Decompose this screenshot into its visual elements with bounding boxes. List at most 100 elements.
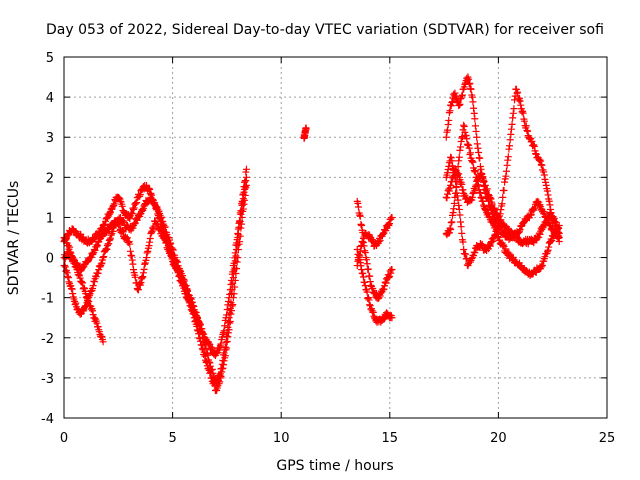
data-point-interp <box>361 282 369 290</box>
data-point-interp <box>241 178 249 186</box>
data-point-interp <box>489 237 497 245</box>
data-point-interp <box>197 337 205 345</box>
data-point-interp <box>369 284 377 292</box>
data-point-interp <box>118 202 126 210</box>
data-point-interp <box>198 325 206 333</box>
data-point-interp <box>220 357 228 365</box>
data-point-interp <box>359 269 367 277</box>
data-point <box>468 93 476 101</box>
data-point-interp <box>80 284 88 292</box>
data-point-interp <box>530 141 538 149</box>
data-point-interp <box>450 205 458 213</box>
data-point <box>388 314 396 322</box>
data-point-interp <box>66 243 74 251</box>
data-point-interp <box>100 221 108 229</box>
data-point-interp <box>102 246 110 254</box>
data-point-interp <box>227 281 235 289</box>
data-point-interp <box>136 190 144 198</box>
data-point <box>64 242 72 250</box>
data-point-interp <box>203 357 211 365</box>
data-point-interp <box>382 279 390 287</box>
data-point-interp <box>540 171 548 179</box>
data-point-interp <box>114 220 122 228</box>
data-point-interp <box>230 290 238 298</box>
data-point-interp <box>543 187 551 195</box>
data-point-interp <box>500 186 508 194</box>
data-point-interp <box>507 130 515 138</box>
y-axis-label: SDTVAR / TECUs <box>6 181 22 296</box>
data-point-interp <box>470 252 478 260</box>
data-point-interp <box>480 177 488 185</box>
data-point-interp <box>514 88 522 96</box>
data-point <box>481 205 489 213</box>
data-point-interp <box>228 302 236 310</box>
data-point-interp <box>457 95 465 103</box>
data-point-interp <box>227 310 235 318</box>
data-point-interp <box>154 220 162 228</box>
data-point-interp <box>161 235 169 243</box>
data-point-interp <box>136 280 144 288</box>
data-point <box>455 153 463 161</box>
data-point-interp <box>369 308 377 316</box>
data-point-interp <box>465 75 473 83</box>
data-point-interp <box>64 272 72 280</box>
data-point-interp <box>462 131 470 139</box>
data-point-interp <box>131 273 139 281</box>
data-point-interp <box>63 269 71 277</box>
data-point-interp <box>146 185 154 193</box>
data-point <box>99 254 107 262</box>
data-point-interp <box>228 277 236 285</box>
data-point-interp <box>515 227 523 235</box>
data-point-interp <box>444 169 452 177</box>
data-point-interp <box>458 229 466 237</box>
data-point-interp <box>241 177 249 185</box>
data-point-interp <box>106 236 114 244</box>
data-point-interp <box>445 116 453 124</box>
data-point-interp <box>364 265 372 273</box>
data-point-interp <box>510 105 518 113</box>
data-point-interp <box>224 301 232 309</box>
data-point-interp <box>537 263 545 271</box>
data-point-interp <box>460 123 468 131</box>
data-point-interp <box>137 278 145 286</box>
data-point <box>388 266 396 274</box>
data-point-interp <box>126 240 134 248</box>
data-point-interp <box>240 183 248 191</box>
data-point-interp <box>483 185 491 193</box>
data-point <box>238 197 246 205</box>
data-point-interp <box>448 174 456 182</box>
data-point-interp <box>105 240 113 248</box>
data-point-interp <box>363 288 371 296</box>
y-tick-label: 1 <box>46 211 54 226</box>
data-point-interp <box>365 296 373 304</box>
data-point-interp <box>385 274 393 282</box>
plot-frame <box>63 56 608 419</box>
data-point <box>173 266 181 274</box>
data-point-interp <box>61 261 69 269</box>
data-point-interp <box>65 278 73 286</box>
x-axis-label: GPS time / hours <box>276 458 393 474</box>
data-point-interp <box>468 157 476 165</box>
data-point-interp <box>75 271 83 279</box>
data-point-interp <box>167 251 175 259</box>
data-point <box>208 374 216 382</box>
y-tick-label: 0 <box>46 252 54 267</box>
data-point-interp <box>223 305 231 313</box>
data-point-interp <box>509 114 517 122</box>
data-point-interp <box>196 320 204 328</box>
data-point-interp <box>457 218 465 226</box>
data-point-interp <box>501 178 509 186</box>
data-point-interp <box>76 274 84 282</box>
data-point <box>388 213 396 221</box>
data-point <box>225 326 233 334</box>
data-point-interp <box>457 223 465 231</box>
data-point <box>551 217 559 225</box>
data-point-interp <box>466 258 474 266</box>
data-point <box>375 238 383 246</box>
data-point-interp <box>239 190 247 198</box>
x-tick-label: 10 <box>273 431 290 446</box>
data-point-interp <box>457 138 465 146</box>
data-point-interp <box>358 237 366 245</box>
data-point-interp <box>471 115 479 123</box>
data-point-interp <box>356 252 364 260</box>
